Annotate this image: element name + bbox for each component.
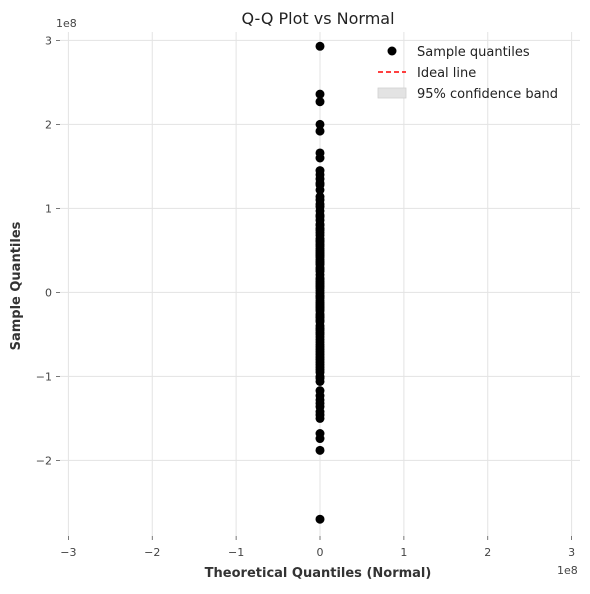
legend-label-confidence-band: 95% confidence band [417, 87, 558, 102]
x-tick-label: −1 [228, 546, 244, 559]
sample-quantile-point [315, 398, 325, 408]
y-axis-exponent-label: 1e8 [56, 17, 77, 30]
sample-quantile-point [315, 337, 325, 347]
grid-lines [60, 32, 580, 536]
chart-title: Q-Q Plot vs Normal [241, 9, 394, 28]
sample-quantile-point [315, 275, 325, 285]
sample-quantile-points [315, 41, 325, 524]
legend: Sample quantiles Ideal line 95% confiden… [377, 45, 558, 102]
sample-quantile-point [315, 153, 325, 163]
sample-quantile-point [315, 301, 325, 311]
x-axis-label: Theoretical Quantiles (Normal) [205, 566, 432, 581]
sample-quantile-point [315, 386, 325, 396]
sample-quantile-point [315, 235, 325, 245]
x-tick-label: 2 [484, 546, 491, 559]
sample-quantile-point [315, 174, 325, 184]
sample-quantile-point [315, 265, 325, 275]
sample-quantile-point [315, 244, 325, 254]
sample-quantile-point [315, 347, 325, 357]
sample-quantile-point [315, 373, 325, 383]
legend-label-sample-quantiles: Sample quantiles [417, 45, 530, 60]
sample-quantile-point [315, 119, 325, 129]
sample-quantile-point [315, 410, 325, 420]
x-tick-label: 1 [400, 546, 407, 559]
x-tick-label: 3 [568, 546, 575, 559]
y-tick-label: 0 [45, 286, 52, 299]
x-tick-label: −3 [60, 546, 76, 559]
sample-quantile-point [315, 224, 325, 234]
sample-quantile-point [315, 97, 325, 107]
sample-quantile-point [315, 434, 325, 444]
legend-marker-sample-quantiles [387, 46, 397, 56]
sample-quantile-point [315, 202, 325, 212]
sample-quantile-point [315, 362, 325, 372]
y-axis-label: Sample Quantiles [9, 221, 24, 350]
x-tick-label: −2 [144, 546, 160, 559]
sample-quantile-point [315, 126, 325, 136]
legend-marker-confidence-band [377, 87, 407, 99]
y-tick-label: 3 [45, 34, 52, 47]
sample-quantile-point [315, 445, 325, 455]
sample-quantile-point [315, 258, 325, 268]
sample-quantile-point [315, 89, 325, 99]
y-tick-label: 2 [45, 118, 52, 131]
sample-quantile-point [315, 315, 325, 325]
legend-label-ideal-line: Ideal line [417, 66, 476, 81]
y-tick-label: −1 [36, 370, 52, 383]
tick-labels: −3 −2 −1 0 1 2 3 −2 −1 0 1 2 3 [36, 34, 575, 559]
y-tick-label: −2 [36, 454, 52, 467]
sample-quantile-point [315, 328, 325, 338]
sample-quantile-point [315, 514, 325, 524]
x-tick-label: 0 [317, 546, 324, 559]
sample-quantile-point [315, 212, 325, 222]
x-axis-exponent-label: 1e8 [557, 564, 578, 577]
sample-quantile-point [315, 41, 325, 51]
y-tick-label: 1 [45, 202, 52, 215]
sample-quantile-point [315, 185, 325, 195]
sample-quantile-point [315, 282, 325, 292]
sample-quantile-point [315, 292, 325, 302]
sample-quantile-point [315, 250, 325, 260]
